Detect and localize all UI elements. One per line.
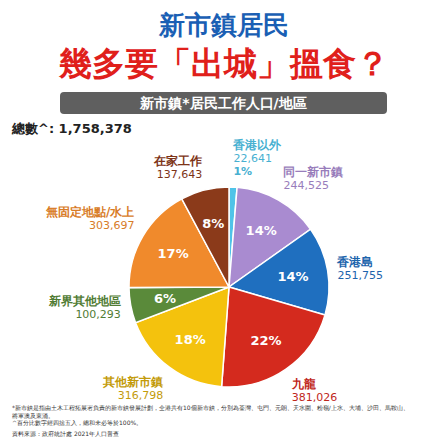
svg-text:14%: 14% — [278, 269, 309, 284]
html-text:總數^: 1,758,378: 總數^: 1,758,378 — [12, 121, 132, 136]
svg-text:22%: 22% — [250, 333, 281, 348]
svg-text:22,641: 22,641 — [233, 152, 271, 165]
svg-text:其他新市鎮: 其他新市鎮 — [102, 375, 163, 389]
svg-text:100,293: 100,293 — [75, 308, 121, 321]
html-text:*新市鎮是指由土木工程拓展署負責的新市鎮發展計劃，全港共有1: *新市鎮是指由土木工程拓展署負責的新市鎮發展計劃，全港共有10個新市鎮，分別為荃… — [12, 404, 409, 419]
html-text:新市鎮*居民工作人口/地區: 新市鎮*居民工作人口/地區 — [140, 95, 307, 111]
svg-text:新界其他地區: 新界其他地區 — [48, 294, 121, 308]
svg-text:6%: 6% — [154, 291, 176, 306]
svg-text:香港以外: 香港以外 — [232, 138, 282, 152]
svg-text:九龍: 九龍 — [291, 377, 316, 391]
html-text:幾多要「出城」搵食？: 幾多要「出城」搵食？ — [58, 44, 389, 83]
svg-text:303,697: 303,697 — [89, 219, 135, 232]
svg-text:381,026: 381,026 — [292, 391, 338, 404]
html-text:資料來源：政府統計處 2021年人口普查: 資料來源：政府統計處 2021年人口普查 — [12, 429, 120, 437]
svg-text:同一新市鎮: 同一新市鎮 — [283, 165, 343, 179]
svg-text:251,755: 251,755 — [337, 269, 383, 282]
html-text:新市鎮居民: 新市鎮居民 — [158, 10, 289, 40]
svg-text:8%: 8% — [202, 216, 224, 231]
svg-text:244,525: 244,525 — [283, 179, 329, 192]
svg-text:17%: 17% — [158, 246, 189, 261]
svg-text:18%: 18% — [175, 332, 206, 347]
svg-text:316,798: 316,798 — [118, 389, 164, 402]
svg-text:在家工作: 在家工作 — [153, 154, 202, 168]
svg-text:1%: 1% — [233, 165, 252, 178]
svg-text:14%: 14% — [246, 223, 277, 238]
html-text:^百分比數字經四捨五入，總和未必等於100%。: ^百分比數字經四捨五入，總和未必等於100%。 — [12, 419, 143, 426]
svg-text:香港島: 香港島 — [336, 255, 373, 269]
svg-text:無固定地點/水上: 無固定地點/水上 — [45, 205, 134, 219]
svg-text:137,643: 137,643 — [157, 168, 203, 181]
